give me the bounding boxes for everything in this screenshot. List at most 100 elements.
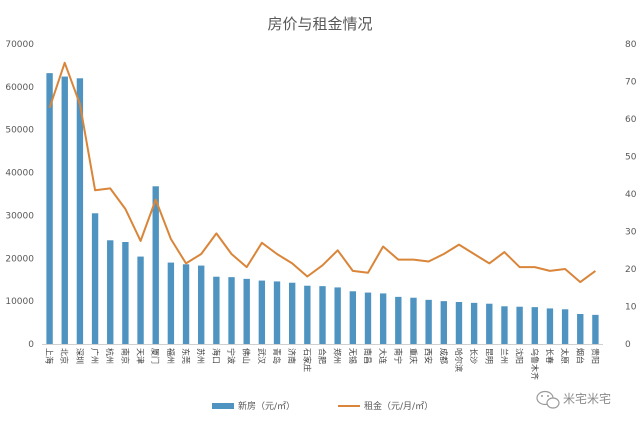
bar xyxy=(410,297,417,344)
category-label: 天津 xyxy=(136,348,146,364)
wechat-icon xyxy=(536,390,560,409)
right-tick-label: 60 xyxy=(625,115,637,125)
bar xyxy=(592,314,599,344)
left-tick-label: 50000 xyxy=(5,126,34,136)
category-label: 烟台 xyxy=(575,348,585,364)
bar xyxy=(577,314,584,344)
bar xyxy=(213,276,220,344)
legend-line-label: 租金（元/月/㎡） xyxy=(364,400,433,412)
bar xyxy=(319,286,326,344)
category-label: 苏州 xyxy=(196,348,206,364)
category-label: 昆明 xyxy=(484,348,493,364)
bar xyxy=(364,292,372,344)
bar xyxy=(107,240,114,344)
left-tick-label: 70000 xyxy=(5,40,34,50)
right-tick-label: 80 xyxy=(625,40,637,50)
line-series xyxy=(48,61,596,284)
category-label: 合肥 xyxy=(318,348,328,364)
bar xyxy=(486,303,493,344)
bar xyxy=(349,291,357,344)
category-label: 大连 xyxy=(378,348,388,364)
category-label: 乌鲁木齐 xyxy=(530,348,540,380)
bar xyxy=(516,306,523,344)
left-tick-label: 0 xyxy=(28,340,34,350)
right-tick-label: 70 xyxy=(625,78,637,88)
bar xyxy=(122,242,129,344)
category-label: 北京 xyxy=(60,348,70,364)
category-label: 佛山 xyxy=(242,348,252,364)
bar xyxy=(288,282,296,344)
category-label: 东莞 xyxy=(181,348,191,364)
left-tick-label: 60000 xyxy=(5,83,34,93)
right-tick-label: 10 xyxy=(625,303,637,313)
bar xyxy=(61,76,68,345)
rent-line xyxy=(48,61,596,284)
category-label: 武汉 xyxy=(257,348,267,364)
bar xyxy=(395,296,402,344)
bar xyxy=(182,264,190,344)
category-label: 西安 xyxy=(424,348,434,364)
bar xyxy=(91,213,99,344)
left-axis: 0 10000 20000 30000 40000 50000 60000 70000 xyxy=(5,40,603,350)
bar xyxy=(46,73,53,345)
category-label: 杭州 xyxy=(105,348,115,364)
right-axis: 0 10 20 30 40 50 60 70 80 xyxy=(625,40,637,350)
left-tick-label: 10000 xyxy=(5,297,34,307)
right-tick-label: 20 xyxy=(625,265,637,275)
right-tick-label: 50 xyxy=(625,153,637,163)
category-label: 广州 xyxy=(90,348,100,364)
legend: 新房（元/㎡） 租金（元/月/㎡） xyxy=(212,400,433,412)
bar xyxy=(76,78,84,345)
right-tick-label: 30 xyxy=(625,228,637,238)
bar xyxy=(425,299,432,344)
category-label: 深圳 xyxy=(75,348,85,364)
bar xyxy=(440,301,447,344)
category-label: 无锡 xyxy=(348,348,357,364)
category-label: 厦门 xyxy=(151,348,161,364)
watermark-text: 米宅米宅 xyxy=(563,391,611,406)
bar xyxy=(228,277,235,344)
legend-bar-label: 新房（元/㎡） xyxy=(238,400,295,412)
bar xyxy=(531,307,538,344)
category-label: 郑州 xyxy=(333,348,343,364)
bar xyxy=(561,309,569,344)
bar xyxy=(379,293,387,344)
bar xyxy=(152,186,159,344)
left-tick-label: 20000 xyxy=(5,254,34,264)
bar xyxy=(501,306,508,344)
category-label: 太原 xyxy=(560,348,570,364)
category-axis: 上海 北京 深圳 广州 杭州 南京 天津 厦门 福州 东莞 苏州 海口 宁波 佛山 武汉 青岛 济南 石家庄 合肥郑… xyxy=(45,348,601,380)
right-tick-label: 40 xyxy=(625,190,637,200)
bar-series xyxy=(46,73,599,345)
category-label: 石家庄 xyxy=(302,348,312,372)
category-label: 海口 xyxy=(211,348,221,364)
category-label: 长沙 xyxy=(469,348,479,364)
left-tick-label: 30000 xyxy=(5,211,34,221)
bar xyxy=(167,262,175,344)
chart-title: 房价与租金情况 xyxy=(267,15,372,33)
bar xyxy=(470,302,478,344)
category-label: 南昌 xyxy=(363,348,373,364)
category-label: 重庆 xyxy=(408,348,418,364)
category-label: 贵阳 xyxy=(590,348,600,364)
category-label: 哈尔滨 xyxy=(454,348,464,372)
category-label: 济南 xyxy=(287,348,297,364)
bar xyxy=(304,285,311,344)
bar xyxy=(198,265,205,344)
category-label: 成都 xyxy=(439,348,449,364)
category-label: 长春 xyxy=(545,348,555,364)
bar xyxy=(243,278,250,344)
bar xyxy=(334,287,341,344)
legend-bar-swatch xyxy=(212,403,234,409)
watermark: 米宅米宅 xyxy=(536,390,611,409)
right-tick-label: 0 xyxy=(625,340,631,350)
category-label: 福州 xyxy=(166,348,175,364)
bar xyxy=(273,281,281,344)
bar xyxy=(546,308,554,344)
category-label: 上海 xyxy=(45,348,55,364)
category-label: 兰州 xyxy=(499,348,509,364)
category-label: 青岛 xyxy=(272,348,282,364)
bar xyxy=(137,256,144,344)
